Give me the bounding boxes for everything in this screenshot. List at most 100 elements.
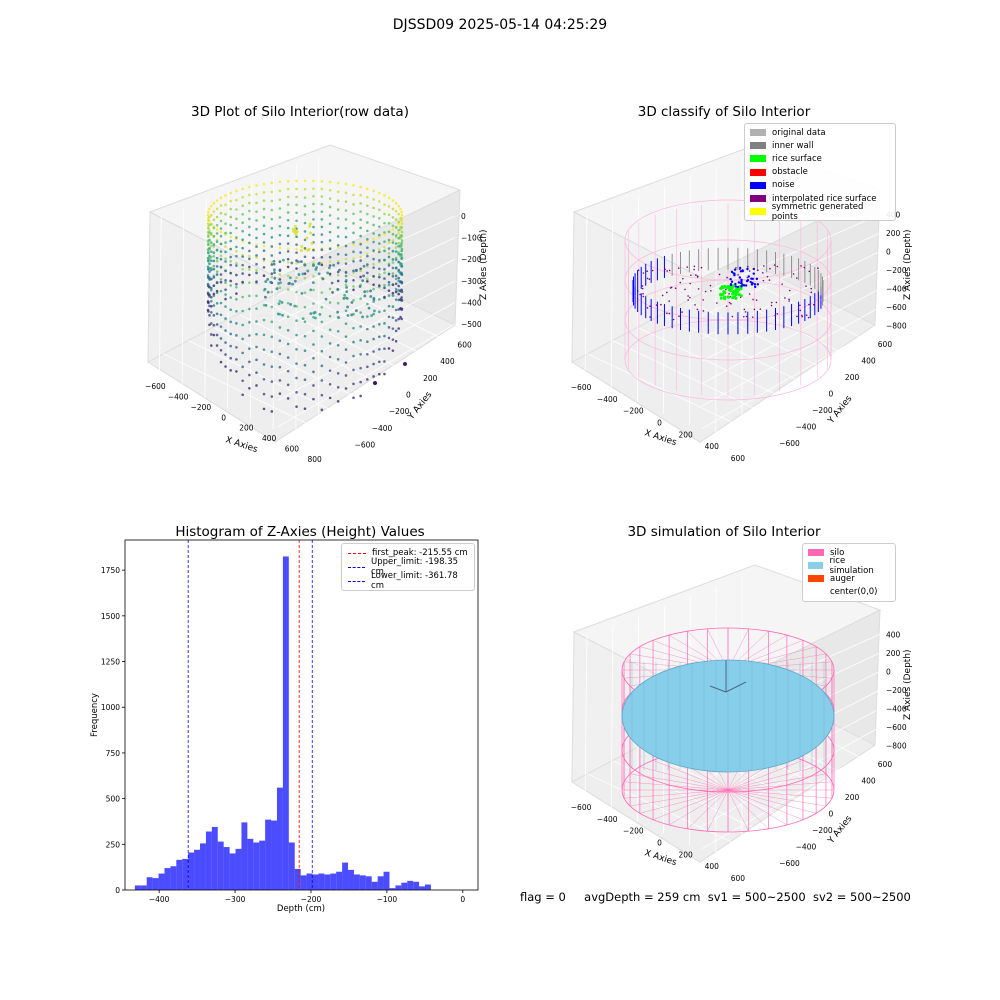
plot2-rice-point bbox=[722, 286, 726, 290]
plot1-point bbox=[215, 223, 219, 227]
plot4-silo-spoke bbox=[652, 760, 729, 791]
plot1-point bbox=[352, 260, 355, 263]
plot1-ztick-5: −500 bbox=[461, 320, 482, 329]
plot1-point bbox=[344, 387, 348, 390]
plot1-point bbox=[248, 320, 251, 324]
plot1-point bbox=[262, 241, 266, 244]
plot3-histogram: −400 −300 −200 −100 0 0 250 500 750 1000 1250 1500 1… bbox=[90, 539, 479, 914]
plot4-auger bbox=[709, 685, 727, 693]
plot2-interp-point bbox=[704, 290, 707, 293]
plot1-point bbox=[212, 226, 216, 230]
plot2-interp-point bbox=[742, 315, 745, 318]
plot1-point bbox=[320, 240, 324, 244]
plot1-point bbox=[366, 280, 369, 283]
plot1-point bbox=[378, 191, 381, 195]
plot2-interp-point bbox=[677, 267, 680, 269]
plot1-point bbox=[235, 198, 238, 202]
plot4-title: 3D simulation of Silo Interior bbox=[627, 524, 821, 540]
plot2-interp-point bbox=[664, 268, 666, 271]
plot1-point bbox=[241, 221, 244, 225]
plot3-ytick-label: 1250 bbox=[101, 658, 120, 667]
plot2-zgrid-1 bbox=[701, 232, 881, 317]
plot2-ygrid-3 bbox=[664, 314, 823, 393]
plot1-point bbox=[314, 316, 317, 320]
plot1-point bbox=[262, 249, 266, 252]
plot3-legend-entry: Upper_limit: -198.35 cm bbox=[348, 557, 468, 577]
plot1-point bbox=[235, 370, 238, 373]
plot1-point bbox=[219, 254, 223, 258]
plot1-point bbox=[262, 232, 266, 236]
plot1-point bbox=[262, 407, 266, 411]
plot2-interp-point bbox=[762, 279, 765, 282]
plot1-point bbox=[241, 393, 244, 397]
plot1-point bbox=[336, 226, 340, 229]
plot1-point bbox=[344, 226, 348, 230]
plot2-interp-point bbox=[730, 302, 732, 305]
plot1-point bbox=[288, 276, 292, 280]
plot1-point bbox=[394, 340, 398, 343]
plot1-point bbox=[312, 210, 315, 213]
plot1-point bbox=[397, 228, 400, 232]
legend-label: noise bbox=[772, 180, 795, 191]
plot1-point bbox=[212, 234, 216, 238]
plot4-legend-entry: center(0,0) bbox=[808, 586, 890, 599]
plot1-point bbox=[248, 241, 251, 245]
plot1-point bbox=[366, 237, 369, 241]
plot1-point bbox=[295, 262, 298, 265]
plot3-xtick-label: −100 bbox=[377, 895, 398, 904]
plot1-point bbox=[372, 287, 375, 291]
plot1-point bbox=[366, 302, 369, 306]
plot1-point bbox=[344, 271, 348, 274]
plot1-point bbox=[219, 273, 223, 276]
plot2-noise-point bbox=[756, 283, 760, 286]
plot1-point bbox=[266, 278, 270, 281]
legend-swatch bbox=[750, 129, 766, 137]
plot2-interp-point bbox=[810, 287, 813, 290]
plot2-noise-point bbox=[730, 270, 734, 274]
plot4-ytick-4: 200 bbox=[845, 793, 860, 802]
plot1-point bbox=[207, 251, 210, 255]
plot1-ygrid-1 bbox=[188, 340, 366, 428]
plot1-point bbox=[212, 264, 216, 268]
plot2-interp-point bbox=[728, 301, 731, 304]
plot2-ztick-2: 0 bbox=[886, 247, 891, 256]
plot2-interp-point bbox=[674, 287, 677, 289]
plot2-interp-point bbox=[808, 303, 810, 306]
plot3-bar bbox=[158, 873, 165, 890]
plot1-point bbox=[295, 235, 298, 238]
plot3-frame bbox=[124, 539, 479, 891]
plot1-point bbox=[372, 300, 375, 303]
plot1-xtick-7: 800 bbox=[307, 455, 322, 464]
plot3-bar bbox=[312, 874, 319, 890]
plot2-noise-point bbox=[755, 277, 759, 281]
plot2-interp-point bbox=[694, 304, 696, 306]
plot1-point bbox=[206, 308, 210, 312]
plot4-silo-spoke bbox=[639, 789, 729, 814]
plot2-interp-point bbox=[646, 270, 648, 272]
legend-label: inner wall bbox=[772, 140, 814, 151]
plot1-point bbox=[394, 277, 398, 281]
plot1-point bbox=[345, 290, 349, 294]
plot1-point bbox=[312, 302, 315, 305]
plot2-xgrid-3 bbox=[663, 185, 665, 414]
plot1-point bbox=[344, 374, 348, 377]
sv2-text: sv2 = 500~2500 bbox=[812, 890, 911, 904]
plot3-bar bbox=[140, 885, 147, 890]
plot1-xtick-3: 0 bbox=[221, 413, 226, 422]
plot1-point bbox=[320, 408, 324, 412]
plot1-point bbox=[219, 301, 223, 305]
plot1-ztick-2: −200 bbox=[461, 255, 482, 264]
plot1-point bbox=[286, 242, 290, 245]
plot1-point bbox=[397, 241, 400, 245]
plot1-point bbox=[359, 202, 362, 205]
plot1-point bbox=[207, 276, 210, 279]
plot1-point bbox=[359, 242, 362, 246]
plot1-point bbox=[312, 397, 315, 401]
plot1-point bbox=[361, 279, 365, 283]
plot2-zlabel: Z Axies (Depth) bbox=[903, 229, 913, 300]
plot1-point bbox=[208, 239, 211, 242]
plot1-point bbox=[241, 267, 244, 271]
plot1-point bbox=[344, 191, 348, 195]
plot1-zgrid-4 bbox=[277, 302, 456, 401]
plot1-point bbox=[309, 231, 313, 235]
